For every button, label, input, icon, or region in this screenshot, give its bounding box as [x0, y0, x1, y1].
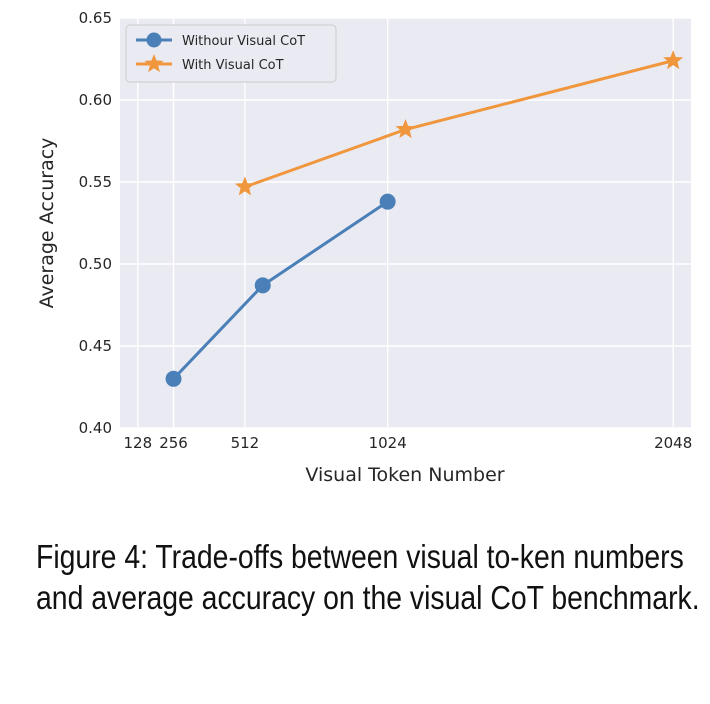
- star-marker: [395, 119, 416, 139]
- y-tick-label: 0.45: [79, 337, 112, 355]
- legend-item: With Visual CoT: [136, 54, 284, 73]
- figure-caption: Figure 4: Trade-offs between visual to-k…: [36, 538, 700, 616]
- x-axis-label: Visual Token Number: [305, 464, 504, 486]
- line-chart: 0.40 0.45 0.50 0.55 0.60 0.65 128 256 512 1024 20…: [36, 9, 693, 486]
- legend: Withour Visual CoT With Visual CoT: [125, 24, 337, 83]
- star-marker: [663, 50, 684, 70]
- star-marker: [234, 176, 255, 196]
- series-group: [165, 50, 684, 387]
- circle-marker: [165, 370, 182, 387]
- x-tick-label: 512: [231, 434, 260, 452]
- x-tick-label: 2048: [654, 434, 692, 452]
- legend-box: [125, 24, 337, 83]
- y-tick-label: 0.65: [79, 9, 112, 27]
- y-axis-label: Average Accuracy: [36, 138, 58, 309]
- y-tick-label: 0.40: [79, 419, 112, 437]
- x-tick-labels: 128 256 512 1024 2048: [124, 434, 693, 452]
- legend-label: With Visual CoT: [182, 58, 284, 73]
- legend-circle-marker: [146, 32, 162, 48]
- y-tick-label: 0.60: [79, 91, 112, 109]
- legend-label: Withour Visual CoT: [182, 34, 305, 49]
- x-tick-label: 256: [159, 434, 188, 452]
- y-tick-label: 0.55: [79, 173, 112, 191]
- plot-background: [120, 18, 691, 428]
- series-1: [165, 193, 396, 387]
- circle-marker: [379, 193, 396, 210]
- grid-lines: [120, 17, 691, 429]
- circle-marker: [254, 277, 271, 294]
- legend-star-marker: [144, 54, 164, 73]
- y-tick-labels: 0.40 0.45 0.50 0.55 0.60 0.65: [79, 9, 112, 437]
- series-2: [234, 50, 684, 196]
- x-tick-label: 128: [124, 434, 153, 452]
- y-tick-label: 0.50: [79, 255, 112, 273]
- x-tick-label: 1024: [369, 434, 407, 452]
- legend-item: Withour Visual CoT: [136, 32, 305, 49]
